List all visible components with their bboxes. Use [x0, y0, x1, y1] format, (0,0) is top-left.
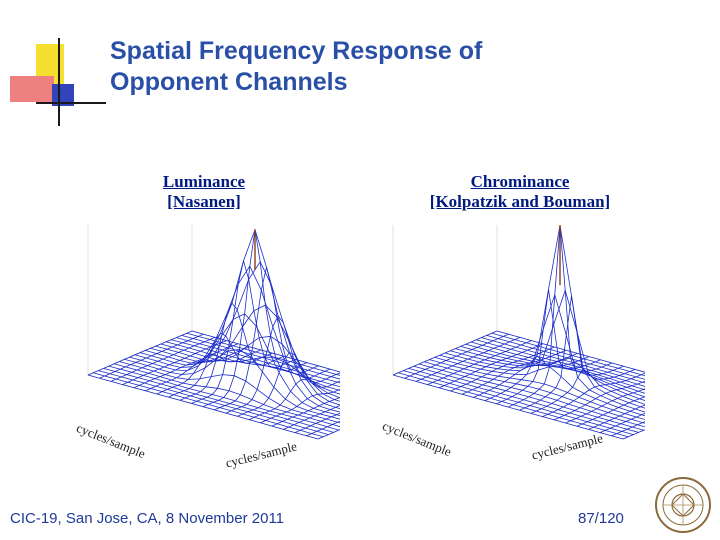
horizontal-line: [36, 102, 106, 104]
mesh-line: [113, 363, 340, 428]
mesh-line: [434, 357, 645, 417]
slide-title: Spatial Frequency Response of Opponent C…: [110, 36, 670, 98]
mesh-line: [439, 293, 645, 413]
luminance-citation: [Nasanen]: [167, 192, 241, 211]
mesh-line: [599, 412, 645, 433]
chrominance-panel-title: Chrominance [Kolpatzik and Bouman]: [398, 172, 642, 212]
mesh-line: [248, 379, 340, 420]
mesh-line: [392, 374, 624, 440]
mesh-line: [103, 368, 334, 433]
mesh-line: [186, 332, 340, 376]
title-line-2: Opponent Channels: [110, 68, 348, 96]
mesh-line: [155, 335, 340, 399]
mesh-line: [191, 330, 340, 373]
mesh-line: [429, 359, 645, 420]
mesh-line: [108, 365, 339, 431]
university-seal-icon: [655, 477, 711, 533]
mesh-line: [93, 372, 324, 438]
mesh-line: [87, 374, 319, 440]
mesh-line: [129, 313, 340, 417]
mesh-line: [455, 348, 645, 401]
mesh-line: [124, 349, 340, 420]
mesh-line: [165, 341, 340, 391]
mesh-line: [460, 346, 645, 398]
mesh-line: [317, 429, 340, 440]
mesh-line: [398, 372, 629, 438]
mesh-line: [306, 420, 340, 437]
vertical-line: [58, 38, 60, 126]
decoration-corner: [0, 0, 110, 130]
footer-conference: CIC-19, San Jose, CA, 8 November 2011: [10, 510, 285, 527]
surface-back-wall: [87, 225, 193, 375]
surface-back-wall: [392, 225, 498, 375]
mesh-line: [491, 332, 645, 377]
mesh-line: [622, 429, 645, 440]
red-square: [10, 76, 54, 102]
mesh-line: [403, 370, 634, 435]
title-line-1: Spatial Frequency Response of: [110, 37, 483, 65]
mesh-line: [465, 343, 645, 394]
mesh-line: [418, 363, 645, 428]
mesh-line: [486, 335, 645, 380]
luminance-surface-plot: [87, 225, 340, 440]
mesh-line: [611, 421, 645, 437]
footer-page-number: 87/120: [578, 510, 624, 527]
luminance-panel-title: Luminance [Nasanen]: [120, 172, 288, 212]
mesh-line: [145, 260, 340, 406]
mesh-line: [294, 412, 340, 433]
chrominance-surface-plot: [392, 225, 645, 440]
mesh-line: [176, 337, 340, 384]
mesh-line: [424, 361, 645, 424]
mesh-line: [476, 339, 645, 387]
mesh-line: [450, 289, 645, 405]
chrominance-title-label: Chrominance: [470, 172, 570, 191]
mesh-line: [171, 339, 340, 388]
mesh-line: [413, 365, 644, 431]
surface-floor: [392, 330, 645, 440]
mesh-line: [408, 368, 639, 433]
mesh-line: [481, 337, 645, 384]
mesh-line: [98, 370, 329, 435]
mesh-line: [119, 361, 340, 424]
luminance-title-label: Luminance: [162, 172, 246, 191]
mesh-line: [160, 343, 340, 395]
mesh-line: [496, 330, 645, 373]
mesh-line: [150, 304, 340, 402]
chrominance-citation: [Kolpatzik and Bouman]: [429, 192, 611, 211]
mesh-line: [134, 265, 340, 413]
mesh-line: [470, 341, 645, 391]
mesh-line: [181, 335, 340, 380]
blue-square: [52, 84, 74, 106]
